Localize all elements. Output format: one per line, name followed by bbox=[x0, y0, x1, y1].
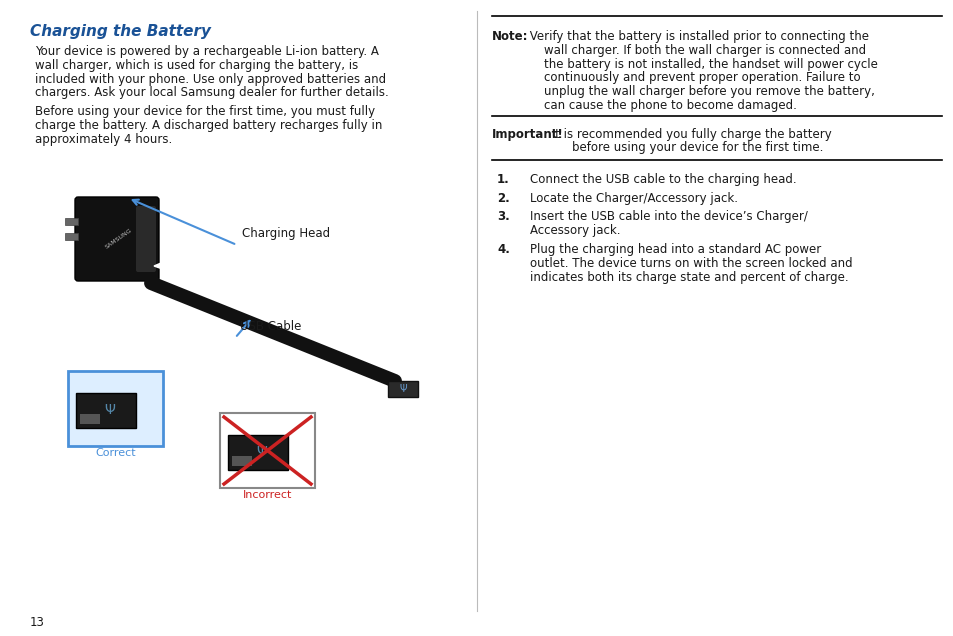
Text: chargers. Ask your local Samsung dealer for further details.: chargers. Ask your local Samsung dealer … bbox=[35, 86, 388, 99]
FancyBboxPatch shape bbox=[136, 206, 156, 272]
Text: 2.: 2. bbox=[497, 191, 509, 205]
Text: Incorrect: Incorrect bbox=[243, 490, 292, 500]
Text: Your device is powered by a rechargeable Li-ion battery. A: Your device is powered by a rechargeable… bbox=[35, 45, 378, 58]
Text: Before using your device for the first time, you must fully: Before using your device for the first t… bbox=[35, 105, 375, 118]
Text: Charging the Battery: Charging the Battery bbox=[30, 24, 211, 39]
Text: Important!: Important! bbox=[492, 128, 563, 141]
Bar bbox=[65, 233, 78, 240]
Text: indicates both its charge state and percent of charge.: indicates both its charge state and perc… bbox=[530, 271, 848, 284]
Bar bbox=[80, 414, 100, 424]
Text: Correct: Correct bbox=[95, 448, 135, 458]
Text: 1.: 1. bbox=[497, 173, 509, 186]
Text: Note:: Note: bbox=[492, 30, 528, 43]
Text: It is recommended you fully charge the battery: It is recommended you fully charge the b… bbox=[547, 128, 831, 141]
Bar bbox=[76, 393, 136, 428]
Text: charge the battery. A discharged battery recharges fully in: charge the battery. A discharged battery… bbox=[35, 119, 382, 132]
Text: Ψ: Ψ bbox=[398, 384, 406, 394]
Text: included with your phone. Use only approved batteries and: included with your phone. Use only appro… bbox=[35, 73, 386, 85]
Text: Charging Head: Charging Head bbox=[242, 227, 330, 240]
Text: Ψ: Ψ bbox=[256, 445, 267, 459]
Text: Connect the USB cable to the charging head.: Connect the USB cable to the charging he… bbox=[530, 173, 796, 186]
Text: Accessory jack.: Accessory jack. bbox=[530, 224, 619, 237]
Text: Locate the Charger/Accessory jack.: Locate the Charger/Accessory jack. bbox=[530, 191, 738, 205]
Text: SAMSUNG: SAMSUNG bbox=[105, 228, 133, 250]
Text: before using your device for the first time.: before using your device for the first t… bbox=[572, 141, 822, 155]
Text: 13: 13 bbox=[30, 616, 45, 629]
Text: USB Cable: USB Cable bbox=[240, 320, 301, 333]
Text: approximately 4 hours.: approximately 4 hours. bbox=[35, 133, 172, 146]
FancyBboxPatch shape bbox=[75, 197, 159, 281]
Text: Ψ: Ψ bbox=[105, 403, 115, 417]
Bar bbox=[228, 435, 288, 470]
Text: Insert the USB cable into the device’s Charger/: Insert the USB cable into the device’s C… bbox=[530, 211, 807, 223]
Text: Plug the charging head into a standard AC power: Plug the charging head into a standard A… bbox=[530, 244, 821, 256]
Bar bbox=[65, 218, 78, 225]
Text: wall charger. If both the wall charger is connected and: wall charger. If both the wall charger i… bbox=[543, 44, 865, 57]
Text: can cause the phone to become damaged.: can cause the phone to become damaged. bbox=[543, 99, 796, 112]
Text: wall charger, which is used for charging the battery, is: wall charger, which is used for charging… bbox=[35, 59, 358, 72]
Text: the battery is not installed, the handset will power cycle: the battery is not installed, the handse… bbox=[543, 57, 877, 71]
Bar bbox=[232, 456, 252, 466]
Bar bbox=[220, 413, 314, 488]
Text: continuously and prevent proper operation. Failure to: continuously and prevent proper operatio… bbox=[543, 71, 860, 85]
Text: 3.: 3. bbox=[497, 211, 509, 223]
Bar bbox=[388, 381, 417, 397]
Text: unplug the wall charger before you remove the battery,: unplug the wall charger before you remov… bbox=[543, 85, 874, 98]
Polygon shape bbox=[153, 260, 173, 273]
Bar bbox=[68, 371, 163, 446]
Text: outlet. The device turns on with the screen locked and: outlet. The device turns on with the scr… bbox=[530, 257, 852, 270]
Text: 4.: 4. bbox=[497, 244, 509, 256]
Text: Verify that the battery is installed prior to connecting the: Verify that the battery is installed pri… bbox=[525, 30, 868, 43]
